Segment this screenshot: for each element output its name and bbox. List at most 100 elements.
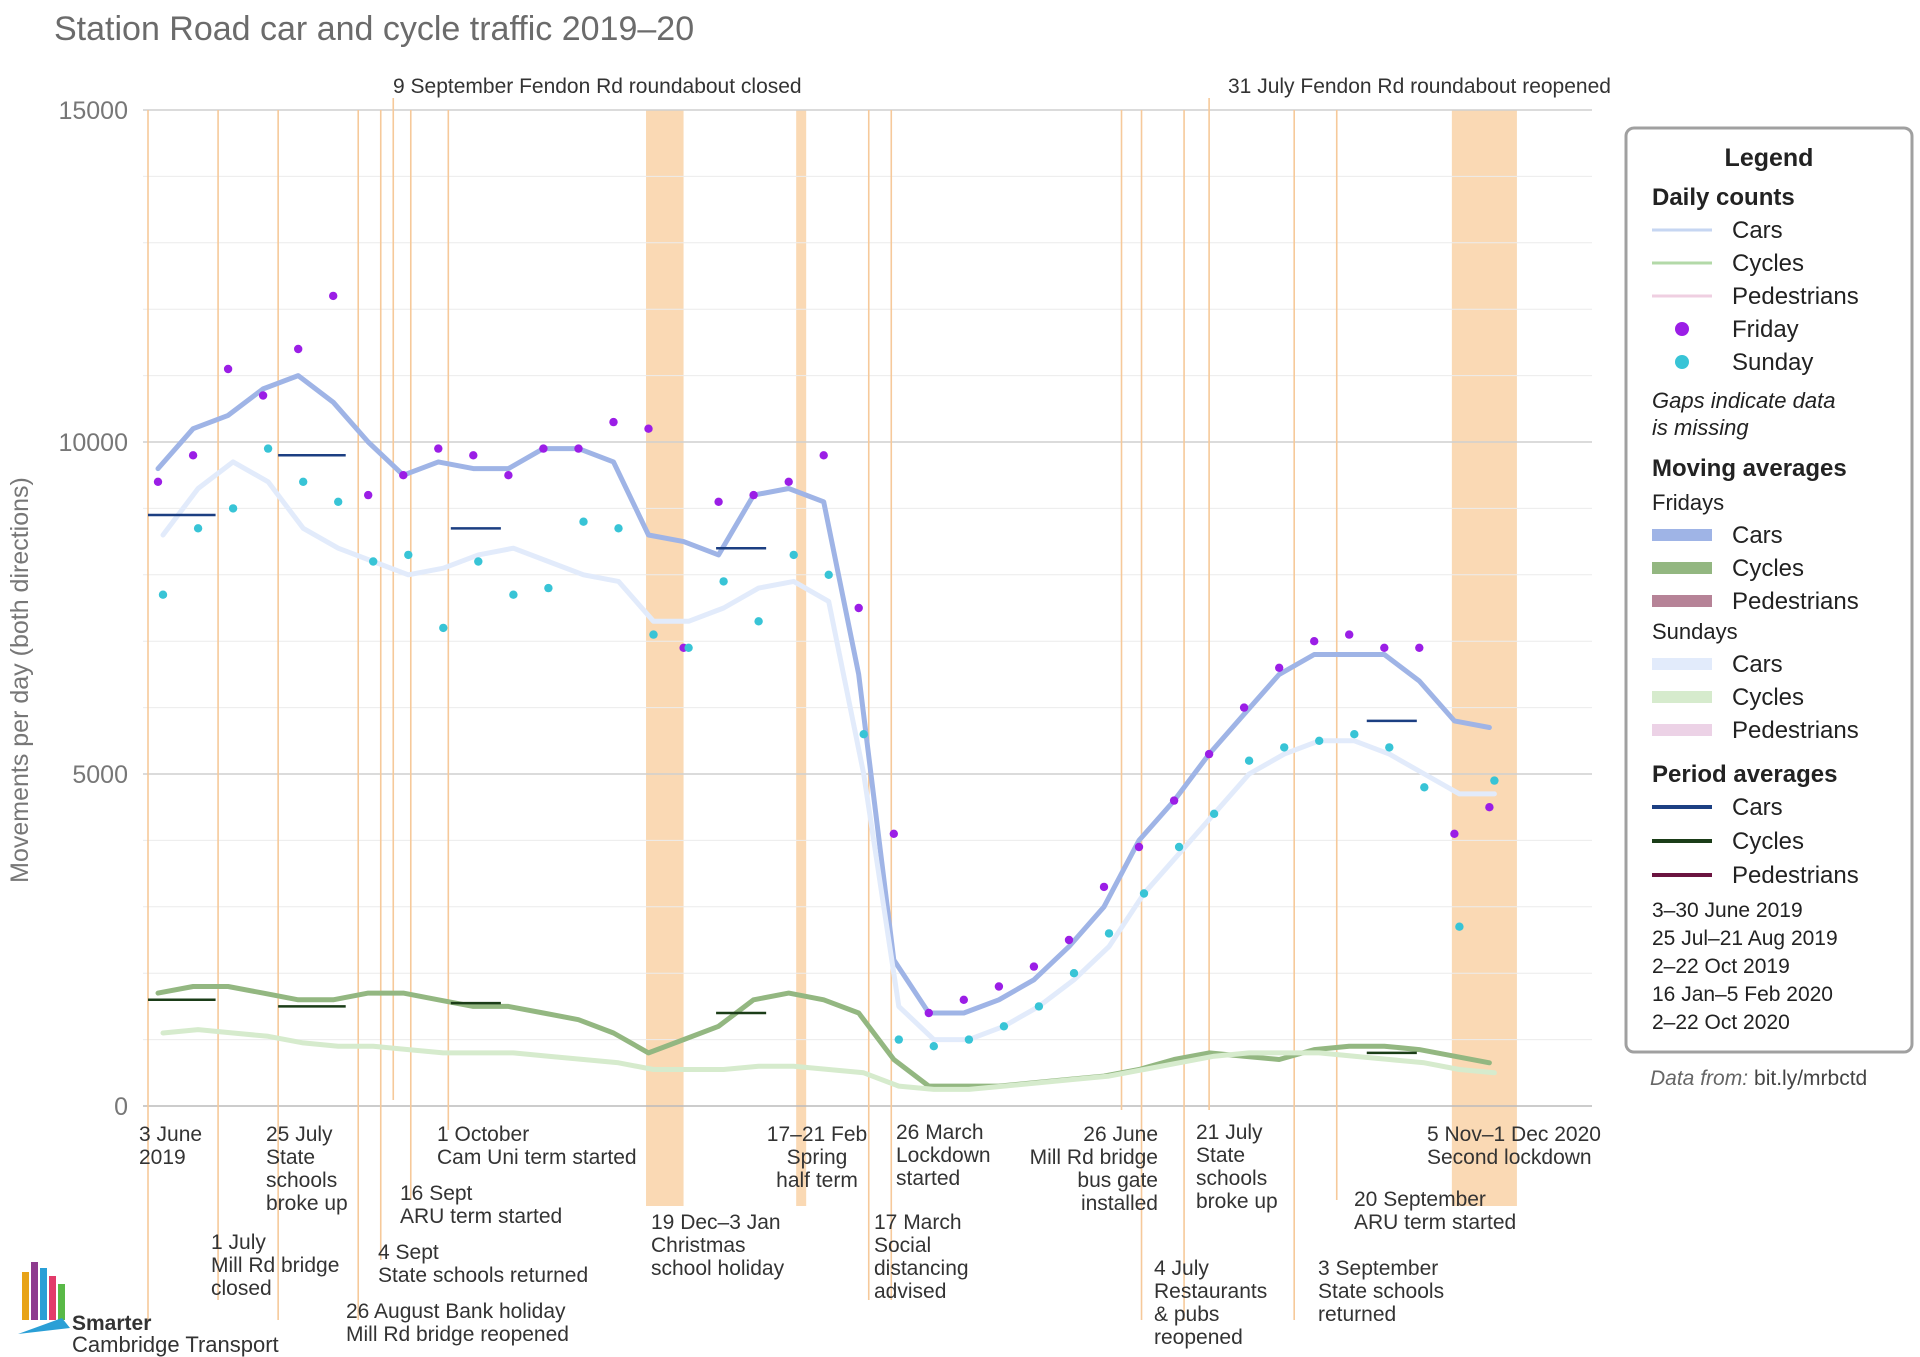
legend-item-label: Friday bbox=[1732, 316, 1799, 343]
annotation-line: State schools returned bbox=[378, 1264, 588, 1287]
annotation-line: Mill Rd bridge reopened bbox=[346, 1323, 569, 1346]
friday-point bbox=[854, 603, 863, 613]
annotation-line: schools bbox=[1196, 1167, 1267, 1190]
y-tick-label: 15000 bbox=[58, 97, 128, 125]
annotation-14: 21 July State schools broke up bbox=[1196, 1121, 1278, 1213]
legend-title: Legend bbox=[1725, 144, 1814, 172]
legend-moving-heading: Moving averages bbox=[1652, 455, 1847, 482]
friday-point bbox=[609, 417, 618, 427]
annotation-line: 26 June bbox=[1083, 1123, 1158, 1146]
friday-point bbox=[1169, 796, 1179, 805]
friday-point bbox=[1275, 663, 1284, 672]
annotation-line: State schools bbox=[1318, 1280, 1444, 1303]
shaded-periods bbox=[646, 110, 1517, 1206]
friday-point bbox=[364, 490, 373, 500]
friday-point bbox=[1064, 935, 1074, 945]
annotation-11: 26 March Lockdown started bbox=[896, 1121, 991, 1190]
sunday-point bbox=[158, 590, 168, 599]
sunday-point bbox=[859, 730, 868, 739]
annotation-line: State bbox=[266, 1146, 315, 1169]
shaded-period-0 bbox=[646, 110, 684, 1206]
sunday-point bbox=[1315, 736, 1324, 745]
y-tick-label: 5000 bbox=[72, 761, 128, 789]
legend-period-label: Pedestrians bbox=[1732, 862, 1859, 889]
friday-point bbox=[504, 471, 513, 480]
friday-point bbox=[644, 424, 653, 433]
annotation-line: Second lockdown bbox=[1427, 1146, 1592, 1169]
annotation-line: Christmas bbox=[651, 1234, 746, 1257]
y-tick-label: 0 bbox=[114, 1093, 128, 1121]
chart-title: Station Road car and cycle traffic 2019–… bbox=[54, 10, 694, 48]
sunday-point bbox=[684, 643, 693, 652]
annotation-line: schools bbox=[266, 1169, 337, 1192]
friday-point bbox=[329, 291, 338, 301]
annotation-4: 1 October Cam Uni term started bbox=[437, 1123, 637, 1169]
annotation-line: ARU term started bbox=[1354, 1211, 1516, 1234]
friday-point bbox=[1099, 882, 1109, 892]
annotation-line: returned bbox=[1318, 1303, 1396, 1326]
annotation-line: school holiday bbox=[651, 1257, 785, 1280]
line-fridays-cycles bbox=[155, 984, 1492, 1089]
legend-sun-label: Cycles bbox=[1732, 684, 1804, 711]
sunday-point bbox=[509, 590, 518, 599]
friday-point bbox=[223, 364, 233, 374]
sunday-point bbox=[999, 1022, 1009, 1031]
annotation-line: & pubs bbox=[1154, 1303, 1219, 1326]
line-fridays-cars bbox=[155, 373, 1492, 1016]
annotation-line: State bbox=[1196, 1144, 1245, 1167]
sunday-point bbox=[1280, 743, 1289, 752]
annotation-line: distancing bbox=[874, 1257, 969, 1280]
legend-item-label: Pedestrians bbox=[1732, 283, 1859, 310]
legend-box bbox=[1624, 126, 1914, 1054]
friday-point bbox=[539, 444, 548, 453]
grid-lines bbox=[143, 109, 1592, 1107]
legend-fri-label: Cycles bbox=[1732, 555, 1804, 582]
annotation-line: 19 Dec–3 Jan bbox=[651, 1211, 781, 1234]
legend-period-range: 3–30 June 2019 bbox=[1652, 899, 1803, 922]
annotation-line: broke up bbox=[1196, 1190, 1278, 1213]
sunday-point bbox=[404, 550, 413, 560]
shaded-period-1 bbox=[796, 110, 807, 1206]
annotation-line: 9 September Fendon Rd roundabout closed bbox=[393, 75, 802, 98]
annotation-line: bus gate bbox=[1077, 1169, 1158, 1192]
annotation-line: started bbox=[896, 1167, 960, 1190]
legend-sundays-label: Sundays bbox=[1652, 619, 1738, 644]
friday-point bbox=[749, 490, 758, 500]
annotation-line: installed bbox=[1081, 1192, 1158, 1215]
legend-daily-heading: Daily counts bbox=[1652, 184, 1795, 211]
annotation-line: Cam Uni term started bbox=[437, 1146, 637, 1169]
sunday-point bbox=[964, 1035, 974, 1044]
legend-fri-label: Pedestrians bbox=[1732, 588, 1859, 615]
legend-item-label: Sunday bbox=[1732, 349, 1813, 376]
friday-point bbox=[294, 344, 303, 354]
friday-point bbox=[258, 391, 268, 400]
friday-point bbox=[819, 451, 828, 460]
sunday-point bbox=[544, 583, 553, 593]
friday-point bbox=[924, 1008, 933, 1018]
annotation-15: 4 July Restaurants & pubs reopened bbox=[1154, 1257, 1267, 1349]
annotation-line: 5 Nov–1 Dec 2020 bbox=[1427, 1123, 1601, 1146]
annotation-line: ARU term started bbox=[400, 1205, 562, 1228]
legend-sun-label: Pedestrians bbox=[1732, 717, 1859, 744]
legend-period-range: 16 Jan–5 Feb 2020 bbox=[1652, 983, 1833, 1006]
annotation-line: reopened bbox=[1154, 1326, 1243, 1349]
sunday-point bbox=[1069, 969, 1079, 978]
legend-item-label: Cycles bbox=[1732, 250, 1804, 277]
friday-point bbox=[1415, 643, 1424, 652]
friday-point bbox=[153, 477, 163, 486]
sunday-point bbox=[439, 623, 448, 633]
legend-period-heading: Period averages bbox=[1652, 761, 1837, 788]
annotation-12: 17 March Social distancing advised bbox=[874, 1211, 969, 1303]
annotation-line: 26 March bbox=[896, 1121, 984, 1144]
logo-bar-2 bbox=[31, 1262, 38, 1320]
sunday-point bbox=[1490, 776, 1499, 785]
sunday-point bbox=[1244, 756, 1254, 765]
friday-point bbox=[1029, 962, 1039, 971]
annotation-line: 16 Sept bbox=[400, 1182, 473, 1205]
sunday-point bbox=[193, 524, 203, 533]
series-lines bbox=[155, 373, 1497, 1092]
annotation-line: 21 July bbox=[1196, 1121, 1263, 1144]
friday-point bbox=[1134, 842, 1144, 852]
shaded-period-2 bbox=[1451, 110, 1517, 1206]
friday-point bbox=[469, 451, 478, 460]
